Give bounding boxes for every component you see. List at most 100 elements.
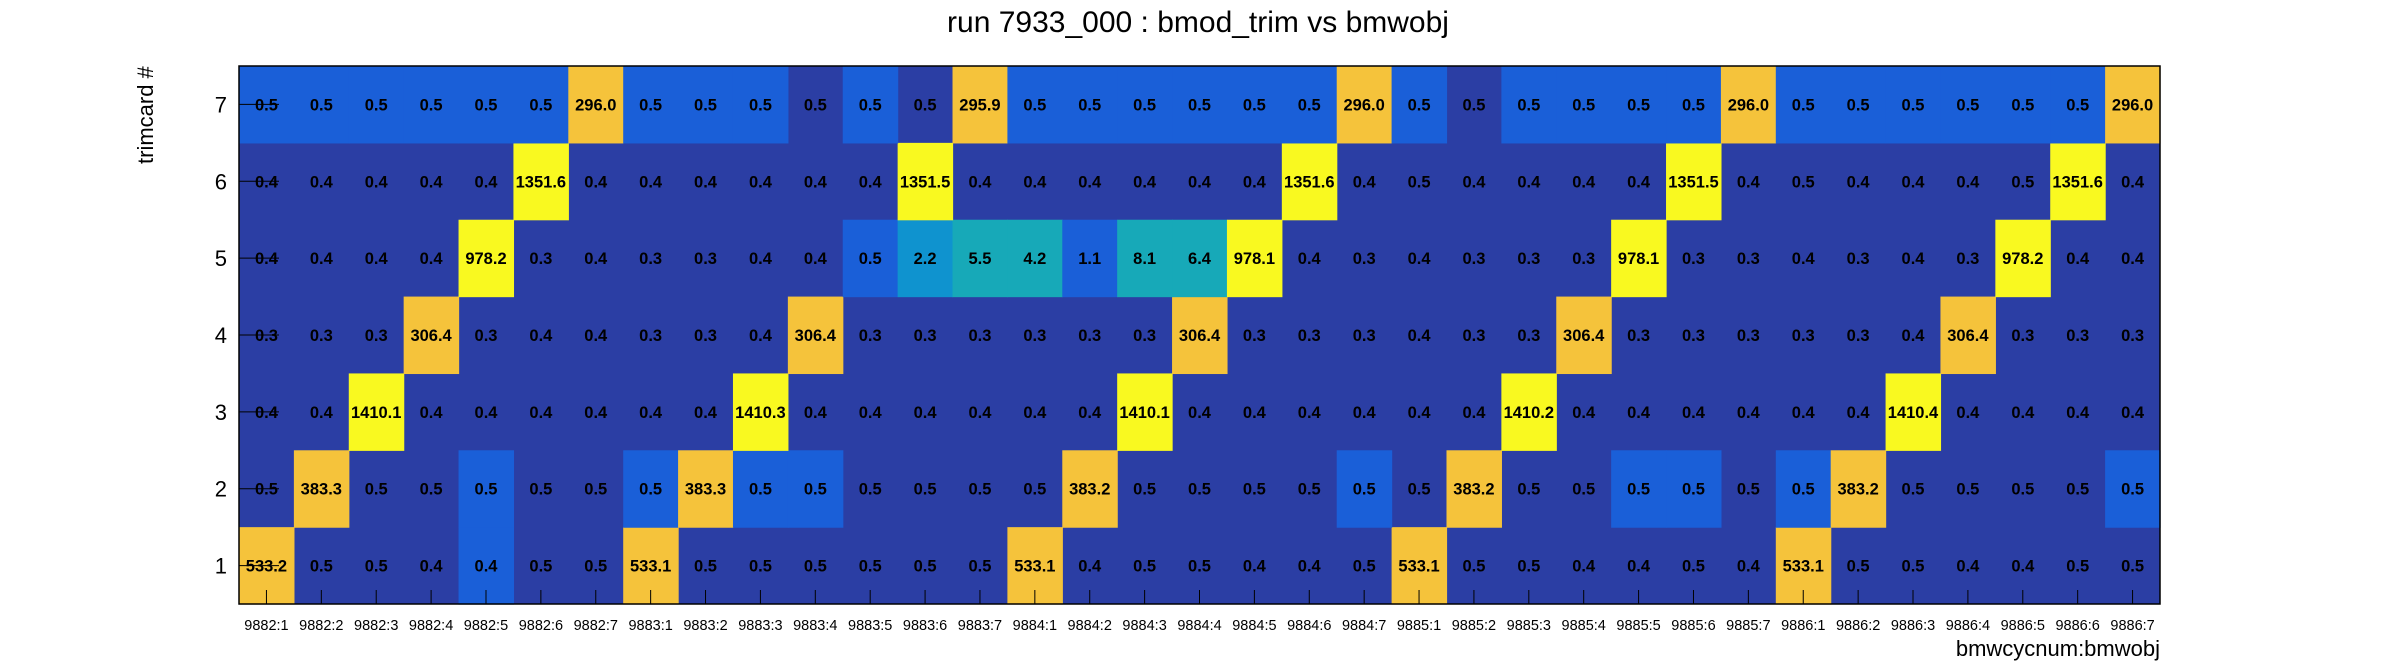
- cell-value-label: 0.5: [1243, 481, 1266, 499]
- cell-value-label: 0.5: [1023, 481, 1046, 499]
- x-tick-label: 9883:1: [628, 618, 672, 634]
- cell-value-label: 1.1: [1078, 250, 1101, 268]
- heatmap-cell: [1281, 142, 1338, 221]
- x-tick-label: 9884:5: [1232, 618, 1276, 634]
- cell-value-label: 0.5: [420, 96, 443, 114]
- cell-value-label: 533.2: [246, 558, 287, 576]
- x-tick-label: 9882:2: [299, 618, 343, 634]
- heatmap-cell: [1117, 373, 1173, 451]
- cell-value-label: 0.5: [804, 481, 827, 499]
- x-tick-label: 9885:3: [1507, 618, 1551, 634]
- x-tick-label: 9882:7: [574, 618, 618, 634]
- cell-value-label: 0.4: [1462, 173, 1486, 191]
- cell-value-label: 978.2: [465, 250, 506, 268]
- cell-value-label: 0.5: [1243, 96, 1266, 114]
- cell-value-label: 0.3: [1078, 327, 1101, 345]
- cell-value-label: 0.3: [2011, 327, 2034, 345]
- cell-value-label: 0.5: [1133, 558, 1156, 576]
- cell-value-label: 0.5: [914, 481, 937, 499]
- heatmap-cell: [1336, 450, 1393, 528]
- cell-value-label: 0.4: [1737, 173, 1761, 191]
- cell-value-label: 533.1: [1783, 558, 1824, 576]
- cell-value-label: 0.4: [1902, 173, 1926, 191]
- heatmap-cell: [678, 450, 734, 528]
- heatmap-cell: [1226, 66, 1283, 144]
- cell-value-label: 306.4: [1947, 327, 1989, 345]
- cell-value-label: 0.5: [804, 96, 827, 114]
- cell-value-label: 0.3: [694, 250, 717, 268]
- cell-value-label: 0.4: [1902, 250, 1926, 268]
- cell-value-label: 0.4: [1682, 404, 1706, 422]
- cell-value-label: 0.3: [365, 327, 388, 345]
- cell-value-label: 0.5: [529, 558, 552, 576]
- heatmap-cell: [1172, 219, 1228, 298]
- cell-value-label: 0.5: [694, 96, 717, 114]
- cell-value-label: 0.5: [914, 558, 937, 576]
- cell-value-label: 0.5: [1902, 481, 1925, 499]
- heatmap-cell: [1281, 66, 1338, 144]
- cell-value-label: 0.5: [2011, 173, 2034, 191]
- cell-value-label: 0.4: [1517, 173, 1541, 191]
- cell-value-label: 0.5: [1682, 481, 1705, 499]
- cell-value-label: 0.5: [1956, 481, 1979, 499]
- cell-value-label: 0.3: [1517, 250, 1540, 268]
- cell-value-label: 0.4: [968, 404, 992, 422]
- heatmap-cell: [1830, 450, 1887, 528]
- cell-value-label: 0.4: [255, 404, 279, 422]
- heatmap-cell: [623, 66, 679, 144]
- heatmap-cell: [1391, 66, 1448, 144]
- heatmap-cell: [1501, 373, 1557, 451]
- cell-value-label: 0.5: [475, 481, 498, 499]
- cell-value-label: 0.5: [639, 96, 662, 114]
- x-tick-label: 9885:2: [1452, 618, 1496, 634]
- cell-value-label: 0.5: [1682, 96, 1705, 114]
- cell-value-label: 0.3: [1847, 327, 1870, 345]
- cell-value-label: 0.5: [255, 481, 278, 499]
- heatmap-cell: [1720, 66, 1777, 144]
- x-tick-label: 9882:6: [519, 618, 563, 634]
- cell-value-label: 0.3: [1023, 327, 1046, 345]
- heatmap-cell: [2050, 66, 2106, 144]
- y-tick-label: 1: [215, 554, 227, 579]
- heatmap-cell: [348, 373, 405, 451]
- cell-value-label: 0.5: [1792, 173, 1815, 191]
- cell-value-label: 0.4: [1298, 250, 1322, 268]
- cell-value-label: 0.3: [968, 327, 991, 345]
- cell-value-label: 0.4: [1956, 173, 1980, 191]
- chart-title: run 7933_000 : bmod_trim vs bmwobj: [947, 6, 1449, 39]
- cell-value-label: 0.4: [694, 404, 718, 422]
- cell-value-label: 0.3: [2066, 327, 2089, 345]
- cell-value-label: 306.4: [410, 327, 452, 345]
- cell-value-label: 0.3: [1682, 327, 1705, 345]
- cell-value-label: 0.3: [1682, 250, 1705, 268]
- cell-value-label: 0.5: [804, 558, 827, 576]
- cell-value-label: 0.5: [859, 558, 882, 576]
- x-tick-label: 9885:6: [1671, 618, 1715, 634]
- cell-value-label: 5.5: [968, 250, 991, 268]
- cell-value-label: 1410.2: [1504, 404, 1554, 422]
- cell-value-label: 6.4: [1188, 250, 1212, 268]
- x-tick-label: 9884:2: [1068, 618, 1112, 634]
- heatmap-cell: [952, 219, 1008, 298]
- heatmap-cell: [2050, 142, 2106, 221]
- y-tick-label: 5: [215, 246, 227, 271]
- cell-value-label: 0.4: [1572, 404, 1596, 422]
- cell-value-label: 0.5: [1133, 96, 1156, 114]
- cell-value-label: 0.4: [804, 404, 828, 422]
- cell-value-label: 0.4: [2011, 404, 2035, 422]
- x-tick-label: 9885:4: [1562, 618, 1606, 634]
- heatmap-cell: [1062, 450, 1118, 528]
- cell-value-label: 0.4: [529, 327, 553, 345]
- cell-value-label: 1410.3: [735, 404, 785, 422]
- cell-value-label: 0.4: [1188, 173, 1212, 191]
- heatmap-cell: [2105, 66, 2161, 144]
- cell-value-label: 383.3: [685, 481, 726, 499]
- cell-value-label: 2.2: [914, 250, 937, 268]
- heatmap-cell: [842, 66, 899, 144]
- heatmap-cell: [1995, 66, 2051, 144]
- heatmap-cell: [458, 219, 515, 298]
- cell-value-label: 0.4: [475, 558, 499, 576]
- cell-value-label: 0.4: [420, 173, 444, 191]
- cell-value-label: 0.4: [1956, 404, 1980, 422]
- cell-value-label: 0.5: [1408, 173, 1431, 191]
